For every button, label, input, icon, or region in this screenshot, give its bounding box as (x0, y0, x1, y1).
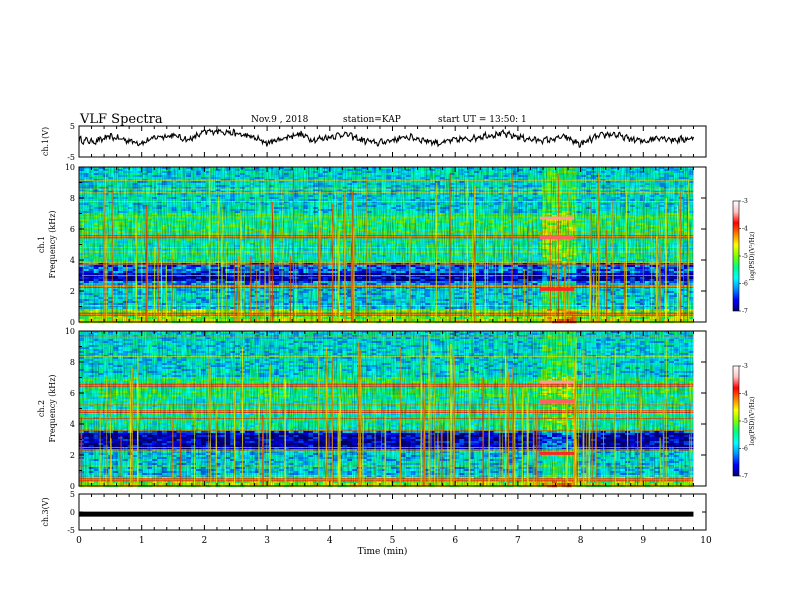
chart-title: VLF Spectra (80, 112, 163, 127)
waveform-trace (78, 127, 695, 148)
date-label: Nov.9 , 2018 (251, 115, 308, 125)
waveform-panel-1: 5 -5 ch.1(V) (41, 122, 707, 162)
y-axis-label: ch.1(V) (41, 127, 50, 156)
y-tick-label: 5 (70, 122, 75, 131)
station-label: station=KAP (343, 115, 401, 125)
y-tick-label: -5 (67, 153, 75, 162)
start-time-label: start UT = 13:50: 1 (438, 115, 527, 125)
